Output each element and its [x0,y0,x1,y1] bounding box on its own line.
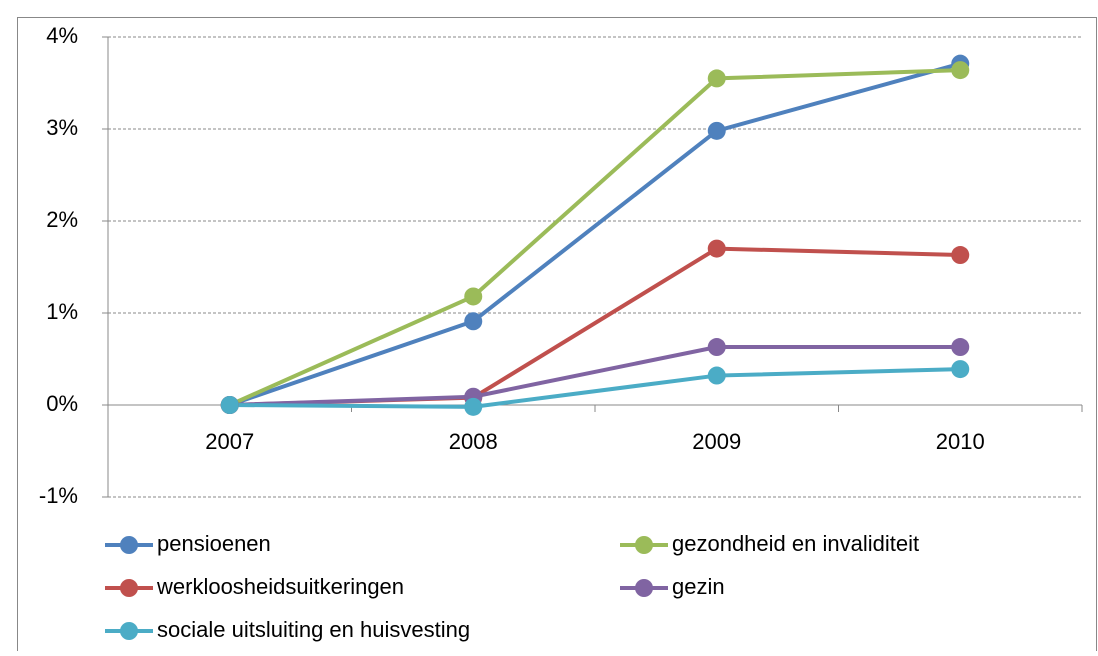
series-line [229,367,961,409]
legend-marker [120,579,138,597]
data-point [707,239,726,258]
data-point [464,397,483,416]
data-point [951,360,970,379]
data-point [951,61,970,80]
legend-label: gezin [672,574,725,599]
series-line [229,61,961,407]
data-point [464,312,483,331]
legend-label: werkloosheidsuitkeringen [156,574,404,599]
data-point [707,69,726,88]
x-tick-label: 2007 [205,429,254,454]
y-tick-label: 0% [46,391,78,416]
chart-frame [17,17,1097,656]
legend-marker [120,622,138,640]
legend-label: gezondheid en invaliditeit [672,531,919,556]
data-point [464,287,483,306]
data-point [220,396,239,414]
series-line [228,68,961,407]
data-point [951,338,970,357]
legend-marker [635,579,653,597]
legend-marker [120,536,138,554]
y-tick-label: 1% [46,299,78,324]
legend-marker [635,536,653,554]
data-point [951,246,970,265]
y-tick-label: 4% [46,23,78,48]
x-tick-label: 2008 [449,429,498,454]
y-tick-label: 2% [46,207,78,232]
series-line [229,345,961,407]
x-tick-label: 2009 [692,429,741,454]
legend-label: sociale uitsluiting en huisvesting [157,617,470,642]
data-point [707,366,726,385]
data-point [707,338,726,357]
y-tick-label: 3% [46,115,78,140]
x-tick-label: 2010 [936,429,985,454]
legend-label: pensioenen [157,531,271,556]
y-tick-label: -1% [39,483,78,508]
data-point [707,121,726,140]
